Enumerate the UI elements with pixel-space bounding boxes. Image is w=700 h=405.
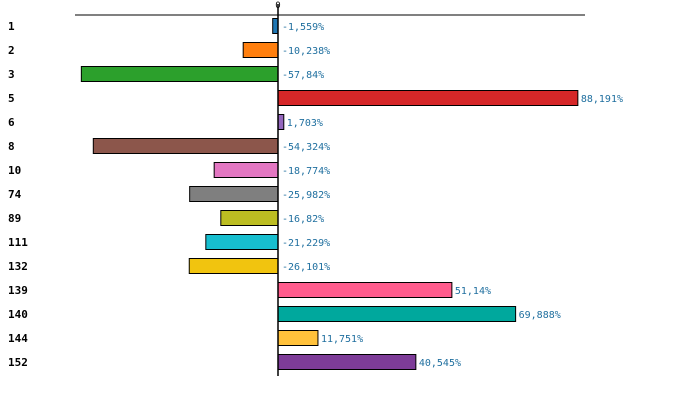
value-label-144: 11,751%	[321, 334, 363, 345]
category-label-132: 132	[8, 260, 28, 273]
bar-140	[277, 306, 517, 322]
category-label-3: 3	[8, 68, 15, 81]
value-label-152: 40,545%	[419, 358, 461, 369]
bar-74	[189, 186, 279, 202]
category-label-2: 2	[8, 44, 15, 57]
value-label-6: 1,703%	[287, 118, 323, 129]
bar-132	[188, 258, 279, 274]
bar-8	[92, 138, 279, 154]
bar-2	[242, 42, 279, 58]
value-label-3: -57,84%	[282, 70, 324, 81]
value-label-2: -10,238%	[282, 46, 330, 57]
bar-1	[272, 18, 279, 34]
category-label-111: 111	[8, 236, 28, 249]
value-label-1: -1,559%	[282, 22, 324, 33]
category-label-10: 10	[8, 164, 21, 177]
bar-3	[80, 66, 279, 82]
bar-6	[277, 114, 285, 130]
bar-152	[277, 354, 417, 370]
value-label-139: 51,14%	[455, 286, 491, 297]
value-label-74: -25,982%	[282, 190, 330, 201]
value-label-5: 88,191%	[581, 94, 623, 105]
value-label-8: -54,324%	[282, 142, 330, 153]
value-label-132: -26,101%	[282, 262, 330, 273]
category-label-6: 6	[8, 116, 15, 129]
value-label-10: -18,774%	[282, 166, 330, 177]
value-label-111: -21,229%	[282, 238, 330, 249]
bar-89	[220, 210, 279, 226]
category-label-8: 8	[8, 140, 15, 153]
category-label-74: 74	[8, 188, 22, 201]
category-label-140: 140	[8, 308, 28, 321]
bar-139	[277, 282, 453, 298]
bar-144	[277, 330, 319, 346]
bar-111	[205, 234, 279, 250]
category-label-139: 139	[8, 284, 28, 297]
bars-group: 1 -1,559% 2 -10,238% 3 -57,84% 5 88,191% 6 1,703%…	[8, 18, 623, 370]
category-label-5: 5	[8, 92, 15, 105]
category-label-144: 144	[8, 332, 28, 345]
category-label-1: 1	[8, 20, 15, 33]
category-label-152: 152	[8, 356, 28, 369]
category-label-89: 89	[8, 212, 21, 225]
value-label-140: 69,888%	[519, 310, 561, 321]
bar-10	[213, 162, 279, 178]
bar-5	[277, 90, 579, 106]
value-label-89: -16,82%	[282, 214, 324, 225]
